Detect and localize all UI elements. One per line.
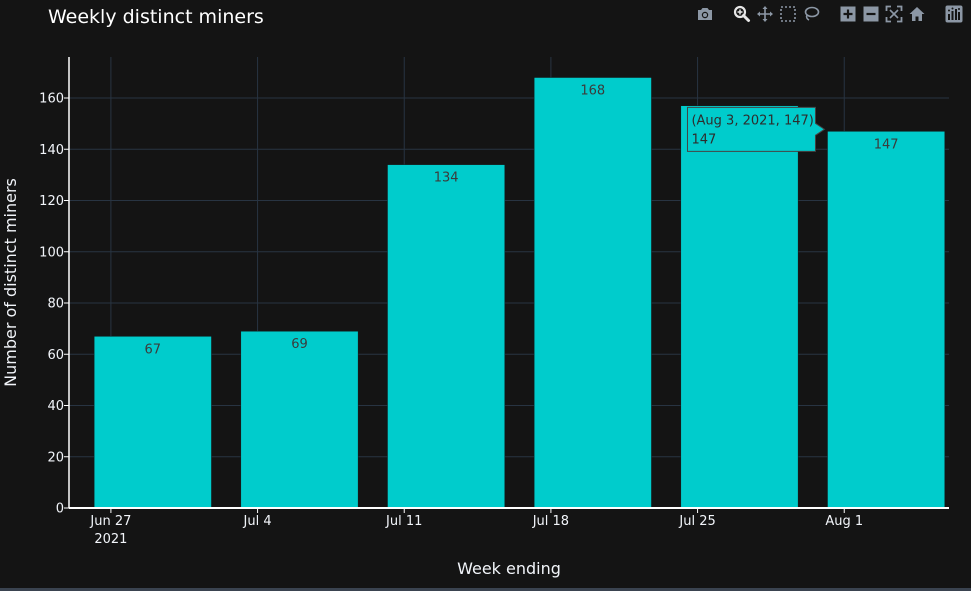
data-label-3: 168 — [580, 84, 605, 99]
bar-3[interactable] — [533, 77, 652, 509]
camera-icon[interactable] — [696, 5, 714, 23]
x-tick-label: Jun 27 — [89, 514, 131, 529]
y-tick-label: 0 — [56, 502, 64, 517]
data-label-0: 67 — [145, 342, 162, 357]
y-axis-title: Number of distinct miners — [1, 178, 20, 387]
zoom-out-icon[interactable] — [862, 5, 880, 23]
zoom-in-icon[interactable] — [839, 5, 857, 23]
x-tick-label: Jul 25 — [678, 514, 715, 529]
y-tick-label: 20 — [47, 450, 64, 465]
data-label-2: 134 — [434, 171, 459, 186]
y-tick-label: 40 — [47, 399, 64, 414]
x-tick-label: Jul 11 — [385, 514, 422, 529]
x-tick-sublabel: 2021 — [94, 532, 127, 547]
bar-1[interactable] — [240, 330, 359, 509]
box-select-icon[interactable] — [779, 5, 797, 23]
y-tick-label: 140 — [39, 143, 64, 158]
bar-5[interactable] — [827, 131, 946, 509]
lasso-icon[interactable] — [802, 5, 820, 23]
x-tick-label: Jul 4 — [243, 514, 272, 529]
autoscale-icon[interactable] — [885, 5, 903, 23]
bar-0[interactable] — [93, 336, 212, 509]
data-label-5: 147 — [874, 137, 899, 152]
plotly-logo-icon[interactable] — [945, 5, 963, 23]
data-label-1: 69 — [291, 337, 308, 352]
bottom-strip — [0, 588, 971, 591]
y-tick-label: 160 — [39, 92, 64, 107]
modebar — [693, 3, 965, 25]
x-tick-label: Jul 18 — [532, 514, 569, 529]
x-tick-label: Aug 1 — [825, 514, 863, 529]
y-tick-label: 60 — [47, 348, 64, 363]
x-axis-title: Week ending — [457, 559, 561, 578]
hover-tooltip — [686, 106, 826, 152]
tooltip-line2: 147 — [691, 132, 716, 147]
chart-title: Weekly distinct miners — [48, 6, 264, 28]
bar-4[interactable] — [680, 105, 799, 509]
tooltip-line1: (Aug 3, 2021, 147) — [691, 113, 813, 128]
y-tick-label: 120 — [39, 194, 64, 209]
bar-2[interactable] — [387, 164, 506, 509]
y-tick-label: 80 — [47, 297, 64, 312]
zoom-icon[interactable] — [733, 5, 751, 23]
pan-icon[interactable] — [756, 5, 774, 23]
y-tick-label: 100 — [39, 245, 64, 260]
reset-axes-icon[interactable] — [908, 5, 926, 23]
